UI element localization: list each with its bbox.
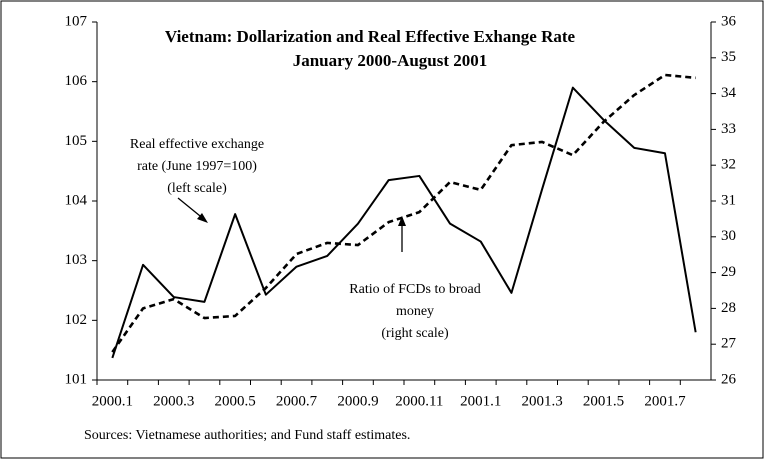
y2-tick-label: 34 (721, 85, 737, 101)
y-tick-label: 101 (65, 371, 88, 387)
y-tick-label: 106 (65, 73, 88, 89)
y-tick-label: 107 (65, 13, 88, 29)
chart-title: Vietnam: Dollarization and Real Effectiv… (165, 27, 576, 46)
annotation: (left scale) (167, 181, 227, 196)
annotation-arrowhead (197, 213, 208, 223)
series-line (111, 86, 697, 359)
x-tick-label: 2000.9 (337, 393, 378, 409)
y2-tick-label: 28 (721, 300, 736, 316)
y2-tick-label: 32 (721, 157, 736, 173)
annotation: (right scale) (381, 326, 449, 341)
source-note: Sources: Vietnamese authorities; and Fun… (84, 428, 410, 443)
y2-tick-label: 35 (721, 49, 736, 65)
y-tick-label: 104 (65, 192, 88, 208)
x-tick-label: 2000.1 (92, 393, 133, 409)
y-tick-label: 105 (65, 133, 88, 149)
x-tick-label: 2001.3 (522, 393, 563, 409)
x-tick-label: 2000.7 (276, 393, 318, 409)
annotation: Ratio of FCDs to broad (349, 282, 480, 297)
x-tick-label: 2001.1 (460, 393, 501, 409)
y-tick-label: 103 (65, 252, 88, 268)
y2-tick-label: 30 (721, 228, 736, 244)
y2-tick-label: 27 (721, 336, 737, 352)
x-tick-label: 2000.3 (153, 393, 194, 409)
y2-tick-label: 33 (721, 121, 736, 137)
x-tick-label: 2000.11 (395, 393, 443, 409)
x-tick-label: 2001.7 (644, 393, 686, 409)
y2-tick-label: 26 (721, 371, 737, 387)
y2-tick-label: 31 (721, 192, 736, 208)
y-tick-label: 102 (65, 312, 88, 328)
annotation: rate (June 1997=100) (137, 159, 257, 174)
x-tick-label: 2001.5 (583, 393, 624, 409)
y2-tick-label: 36 (721, 13, 737, 29)
x-tick-label: 2000.5 (215, 393, 256, 409)
annotation: Real effective exchange (130, 137, 264, 152)
series-line (111, 73, 696, 353)
y2-tick-label: 29 (721, 264, 736, 280)
annotation: money (396, 304, 434, 319)
chart-subtitle: January 2000-August 2001 (293, 51, 488, 70)
annotation-arrowhead (398, 216, 406, 226)
